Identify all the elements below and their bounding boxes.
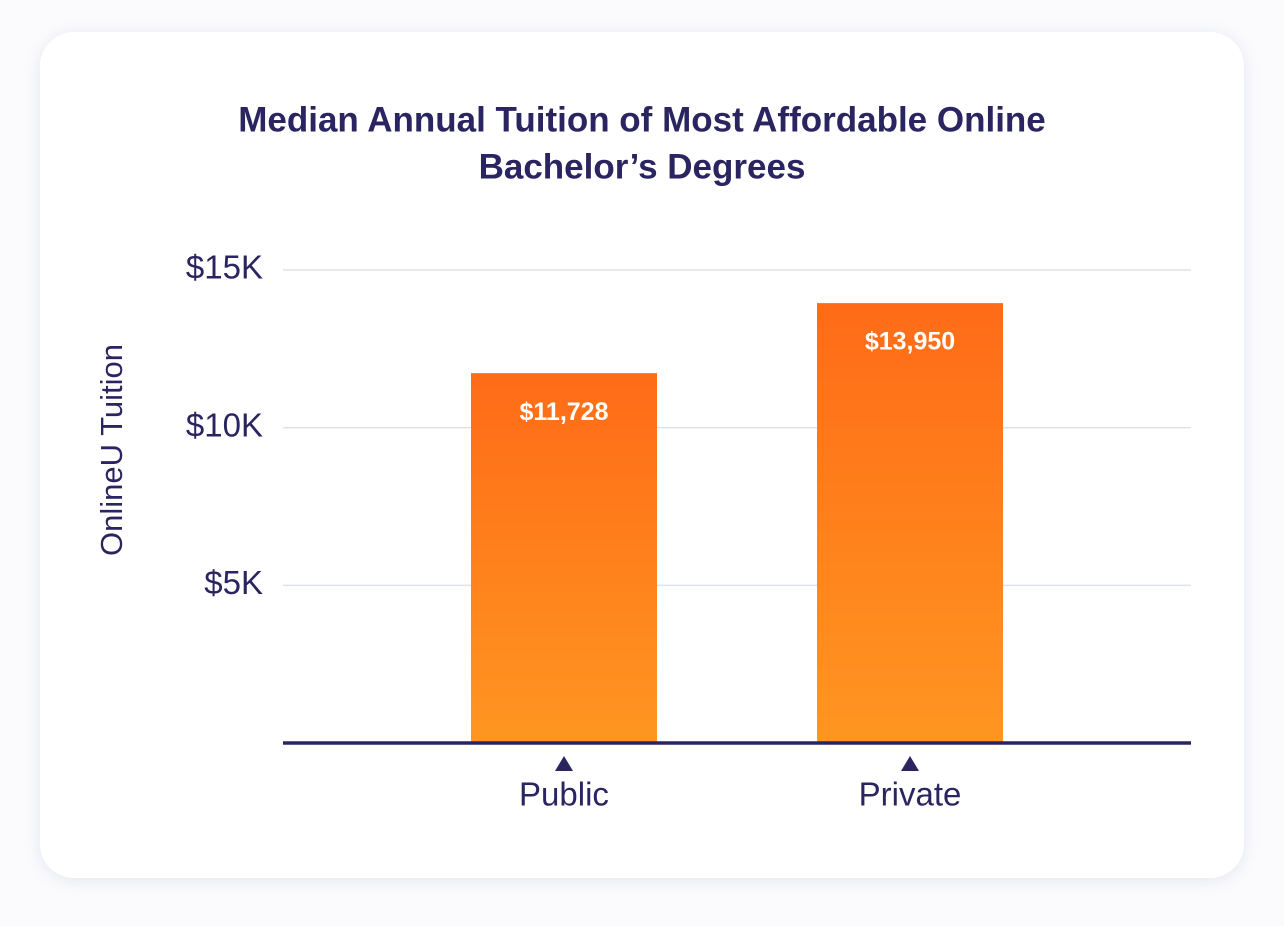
chart-title: Bachelor’s Degrees: [479, 147, 806, 186]
value-label: $13,950: [865, 328, 955, 356]
category-marker: [555, 756, 573, 771]
bar: [817, 303, 1003, 743]
y-tick-label: $5K: [204, 564, 263, 601]
chart-title: Median Annual Tuition of Most Affordable…: [238, 100, 1046, 139]
x-tick-label: Private: [859, 776, 962, 813]
y-tick-label: $15K: [186, 249, 263, 286]
x-tick-label: Public: [519, 776, 609, 813]
category-marker: [901, 756, 919, 771]
value-label: $11,728: [520, 398, 609, 426]
y-tick-label: $10K: [186, 406, 263, 443]
bar: [471, 373, 657, 743]
y-axis-label: OnlineU Tuition: [94, 344, 129, 556]
